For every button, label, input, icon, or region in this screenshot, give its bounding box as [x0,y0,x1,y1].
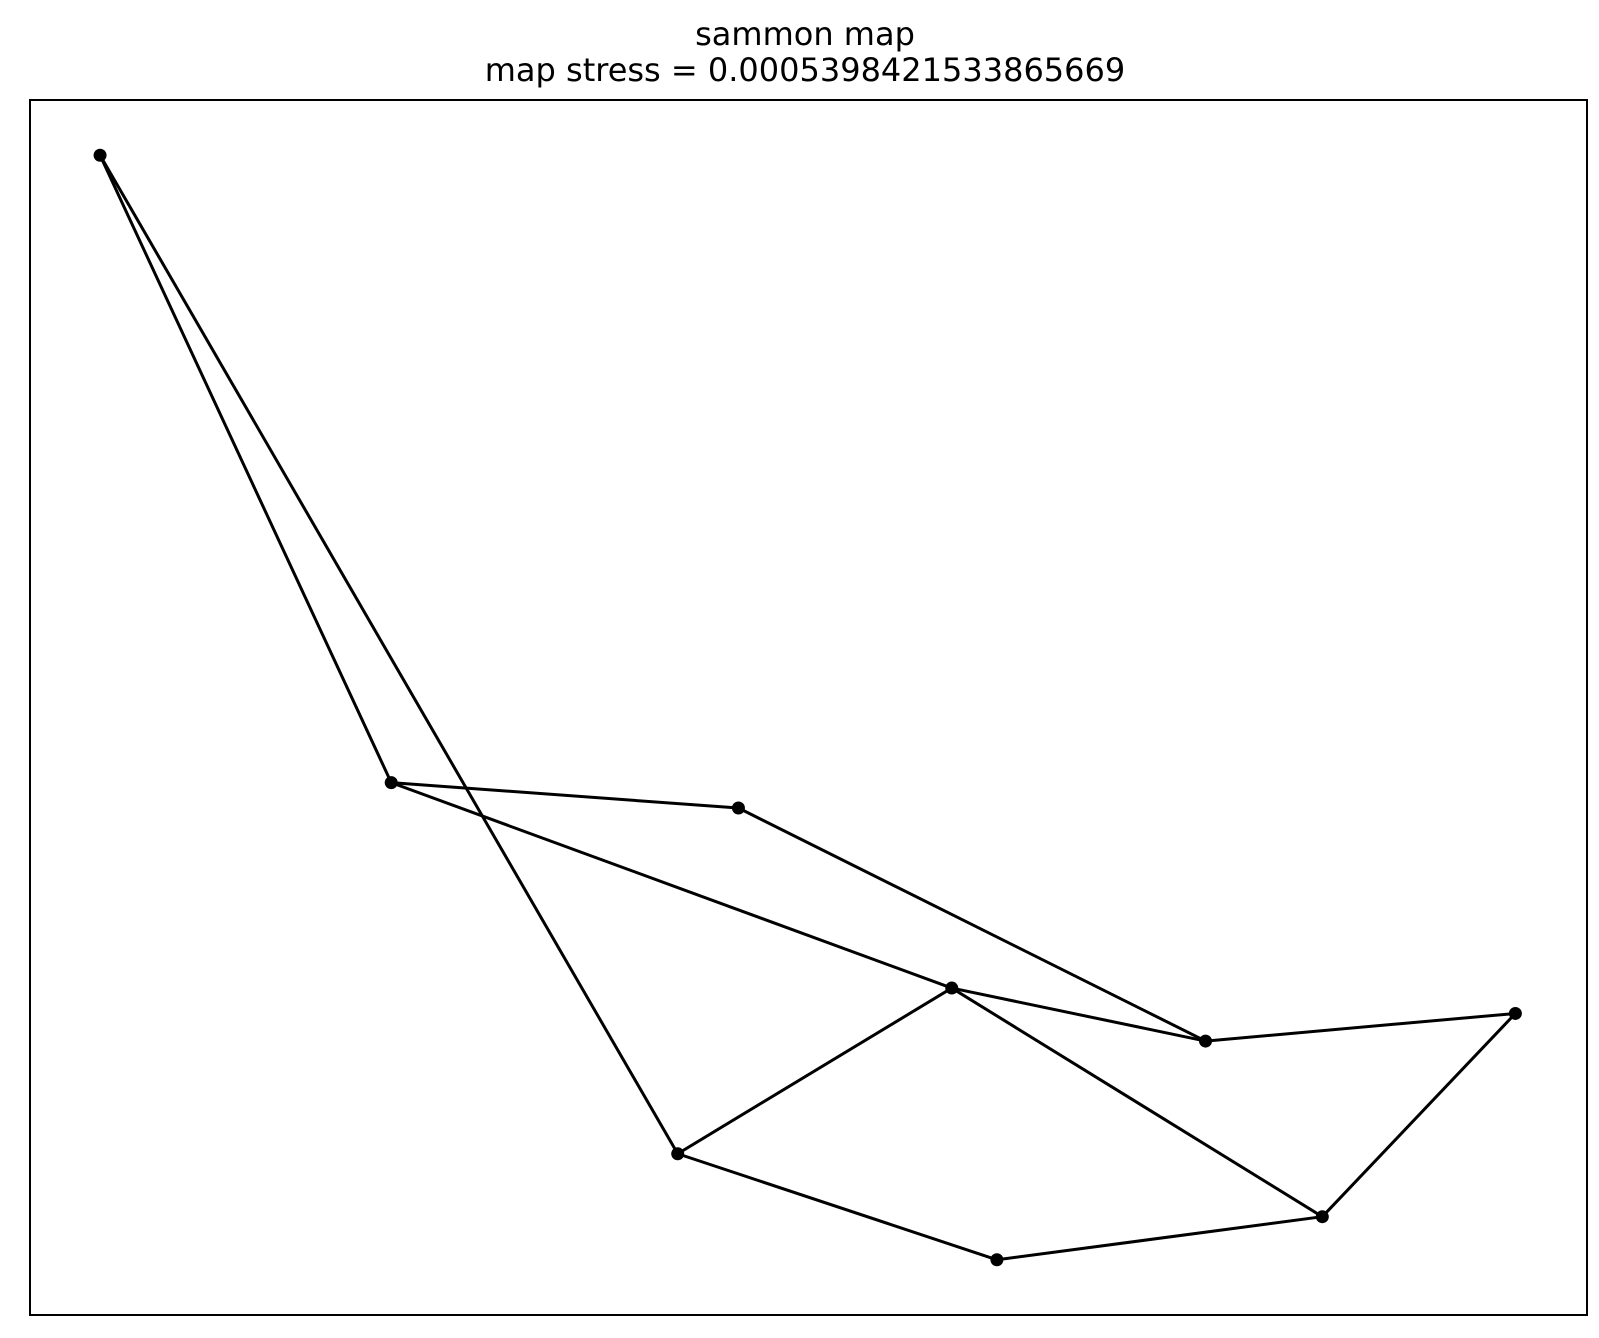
edge-line-4 [736,806,1208,1043]
chart-title: sammon map [695,15,915,53]
edge-line-6 [1204,1011,1517,1043]
data-point-8 [990,1253,1004,1267]
data-point-6 [1508,1006,1522,1020]
edge-line-9 [1320,1011,1517,1219]
edge-line-8 [950,986,1324,1219]
edge-line-10 [676,1152,999,1262]
edge-line-1 [98,153,680,1156]
edge-line-0 [98,153,393,785]
data-point-2 [731,801,745,815]
edge-line-5 [950,986,1208,1043]
points-layer [93,148,1522,1267]
data-point-3 [671,1147,685,1161]
data-point-0 [93,148,107,162]
data-point-1 [384,776,398,790]
data-point-7 [1315,1210,1329,1224]
data-point-5 [1199,1034,1213,1048]
chart-subtitle: map stress = 0.0005398421533865669 [484,51,1126,89]
data-point-4 [945,981,959,995]
edges-layer [98,153,1517,1262]
edge-line-2 [389,781,740,810]
edge-line-11 [995,1215,1324,1262]
edge-line-3 [389,781,954,990]
axes-frame [29,99,1588,1316]
edge-line-7 [676,986,954,1156]
